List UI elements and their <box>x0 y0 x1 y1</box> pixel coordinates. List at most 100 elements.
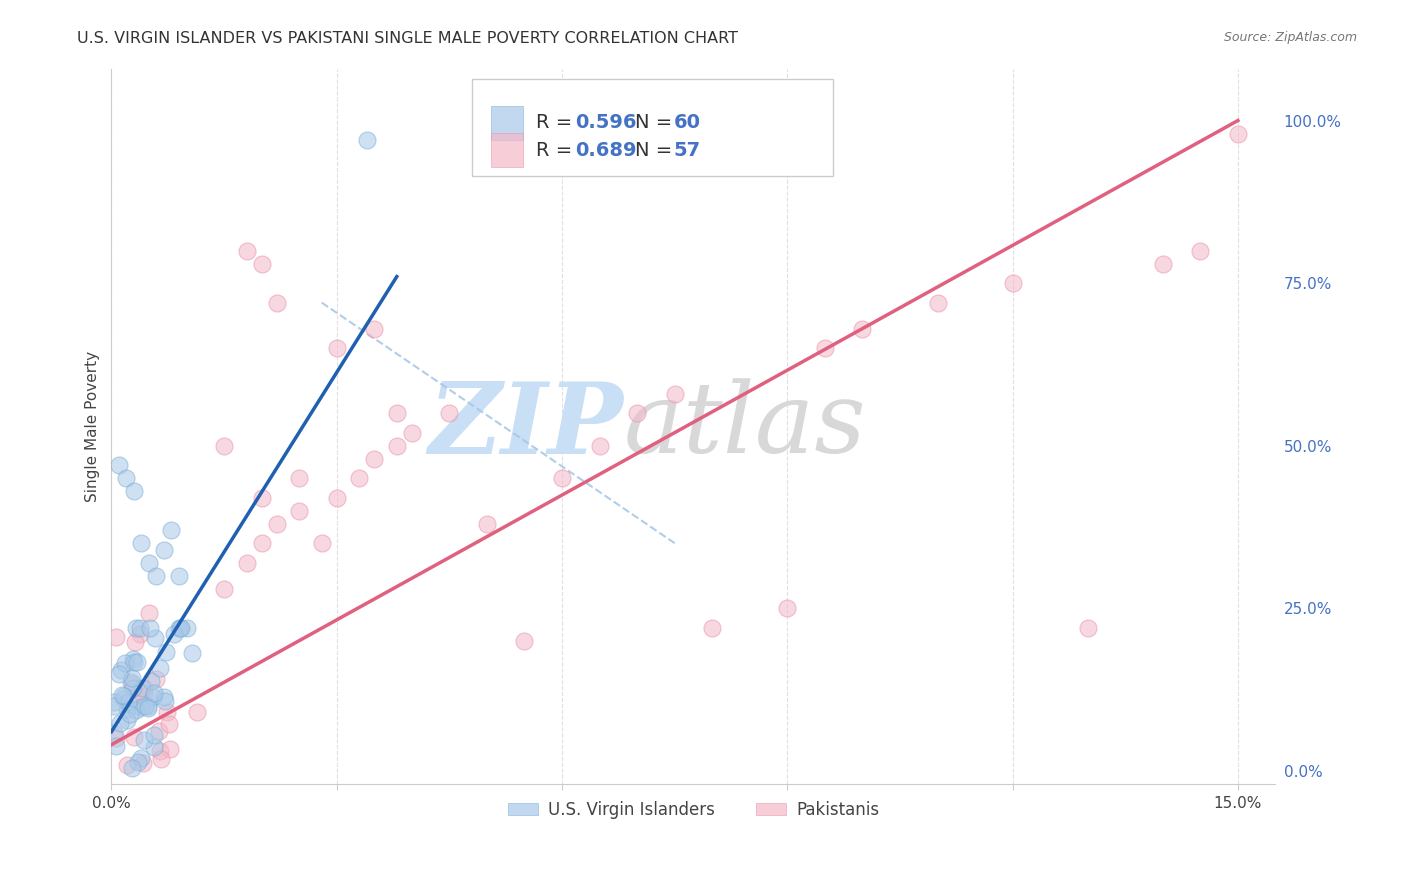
Point <box>176 621 198 635</box>
Point <box>363 321 385 335</box>
Point <box>142 728 165 742</box>
Point <box>167 621 190 635</box>
Point <box>124 621 146 635</box>
Text: U.S. VIRGIN ISLANDER VS PAKISTANI SINGLE MALE POVERTY CORRELATION CHART: U.S. VIRGIN ISLANDER VS PAKISTANI SINGLE… <box>77 31 738 46</box>
Text: N =: N = <box>636 113 679 132</box>
Point <box>114 656 136 670</box>
Point <box>159 742 181 756</box>
Point <box>131 751 153 765</box>
Point <box>250 256 273 270</box>
Point <box>266 516 288 531</box>
Point <box>121 677 143 691</box>
Text: R =: R = <box>536 141 579 160</box>
Point <box>122 655 145 669</box>
Point <box>401 425 423 440</box>
Legend: U.S. Virgin Islanders, Pakistanis: U.S. Virgin Islanders, Pakistanis <box>501 794 886 825</box>
Point <box>1077 621 1099 635</box>
Point <box>170 621 193 635</box>
Point <box>1226 127 1249 141</box>
Point <box>156 705 179 719</box>
Point <box>153 542 176 557</box>
Point <box>118 707 141 722</box>
Point <box>250 491 273 505</box>
Point <box>131 681 153 695</box>
Point <box>124 635 146 649</box>
Point <box>664 386 686 401</box>
Text: 0.689: 0.689 <box>575 141 636 160</box>
Point <box>115 713 138 727</box>
Point <box>114 689 136 703</box>
Point <box>121 681 143 695</box>
Point <box>134 733 156 747</box>
Point <box>142 690 165 705</box>
Point <box>105 731 128 746</box>
Text: R =: R = <box>536 113 579 132</box>
Point <box>103 699 125 714</box>
Point <box>121 671 143 685</box>
FancyBboxPatch shape <box>472 79 834 176</box>
Point <box>385 406 408 420</box>
Point <box>148 724 170 739</box>
Point <box>250 536 273 550</box>
Point <box>108 716 131 731</box>
Point <box>121 761 143 775</box>
Point <box>111 688 134 702</box>
Point <box>927 295 949 310</box>
Point <box>143 632 166 646</box>
Point <box>776 601 799 615</box>
Point <box>513 633 536 648</box>
Point <box>145 568 167 582</box>
Point <box>103 726 125 740</box>
Point <box>325 341 347 355</box>
Point <box>105 630 128 644</box>
Point <box>143 686 166 700</box>
Text: ZIP: ZIP <box>429 378 624 475</box>
Point <box>167 568 190 582</box>
Point <box>122 484 145 499</box>
Point <box>551 471 574 485</box>
Point <box>127 755 149 769</box>
Point <box>149 661 172 675</box>
Point <box>131 699 153 714</box>
Point <box>266 295 288 310</box>
Text: Source: ZipAtlas.com: Source: ZipAtlas.com <box>1223 31 1357 45</box>
Point <box>128 627 150 641</box>
Point <box>235 244 257 258</box>
Point <box>235 556 257 570</box>
Point <box>186 705 208 719</box>
Point <box>212 439 235 453</box>
Point <box>814 341 837 355</box>
Point <box>117 702 139 716</box>
Point <box>150 752 173 766</box>
Point <box>159 716 181 731</box>
Point <box>325 491 347 505</box>
Point <box>138 606 160 620</box>
Point <box>139 674 162 689</box>
Text: atlas: atlas <box>624 378 866 474</box>
Point <box>128 689 150 703</box>
Point <box>169 621 191 635</box>
Point <box>125 703 148 717</box>
Point <box>110 663 132 677</box>
Text: 60: 60 <box>673 113 700 132</box>
Point <box>134 681 156 695</box>
Point <box>132 686 155 700</box>
Point <box>108 458 131 472</box>
Point <box>104 739 127 754</box>
Point <box>153 694 176 708</box>
Text: 57: 57 <box>673 141 700 160</box>
Point <box>1152 256 1174 270</box>
Point <box>212 582 235 596</box>
Point <box>288 471 311 485</box>
Point <box>120 674 142 689</box>
Point <box>142 739 165 754</box>
Point <box>288 503 311 517</box>
Point <box>311 536 333 550</box>
Point <box>851 321 873 335</box>
Point <box>626 406 648 420</box>
Point <box>475 516 498 531</box>
Point <box>163 626 186 640</box>
Point <box>117 695 139 709</box>
Point <box>363 451 385 466</box>
Point <box>112 691 135 706</box>
